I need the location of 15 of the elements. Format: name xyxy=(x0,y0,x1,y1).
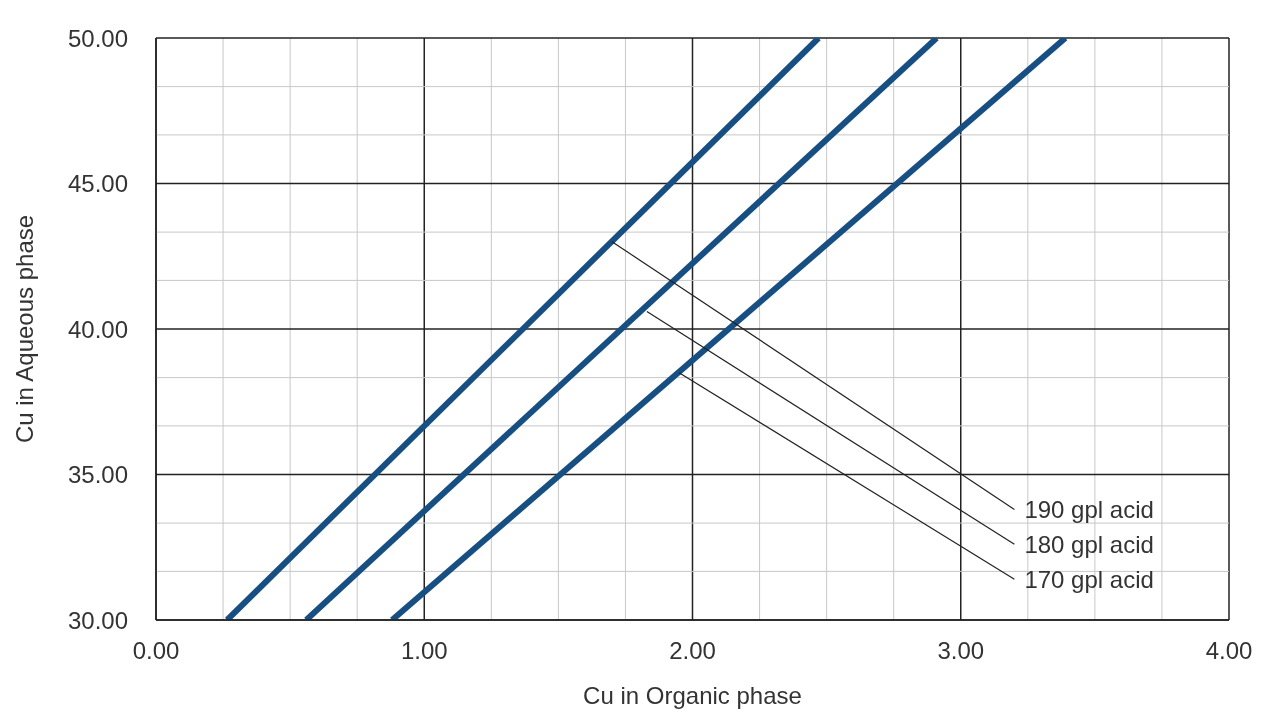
annotation: 180 gpl acid xyxy=(1024,530,1154,558)
y-tick-label: 40.00 xyxy=(67,315,128,343)
x-tick-label: 1.00 xyxy=(400,637,448,665)
annotation: 170 gpl acid xyxy=(1024,565,1154,593)
annotation: 190 gpl acid xyxy=(1024,495,1154,523)
y-axis-title: Cu in Aqueous phase xyxy=(10,214,38,444)
x-tick-label: 0.00 xyxy=(132,637,180,665)
y-tick-label: 35.00 xyxy=(67,461,128,489)
y-tick-label: 50.00 xyxy=(67,24,128,52)
x-tick-label: 2.00 xyxy=(669,637,716,665)
y-tick-label: 30.00 xyxy=(67,606,128,634)
x-axis-title: Cu in Organic phase xyxy=(583,682,802,709)
y-tick-label: 45.00 xyxy=(67,170,128,198)
x-tick-label: 3.00 xyxy=(937,637,985,665)
x-tick-label: 4.00 xyxy=(1205,637,1253,665)
